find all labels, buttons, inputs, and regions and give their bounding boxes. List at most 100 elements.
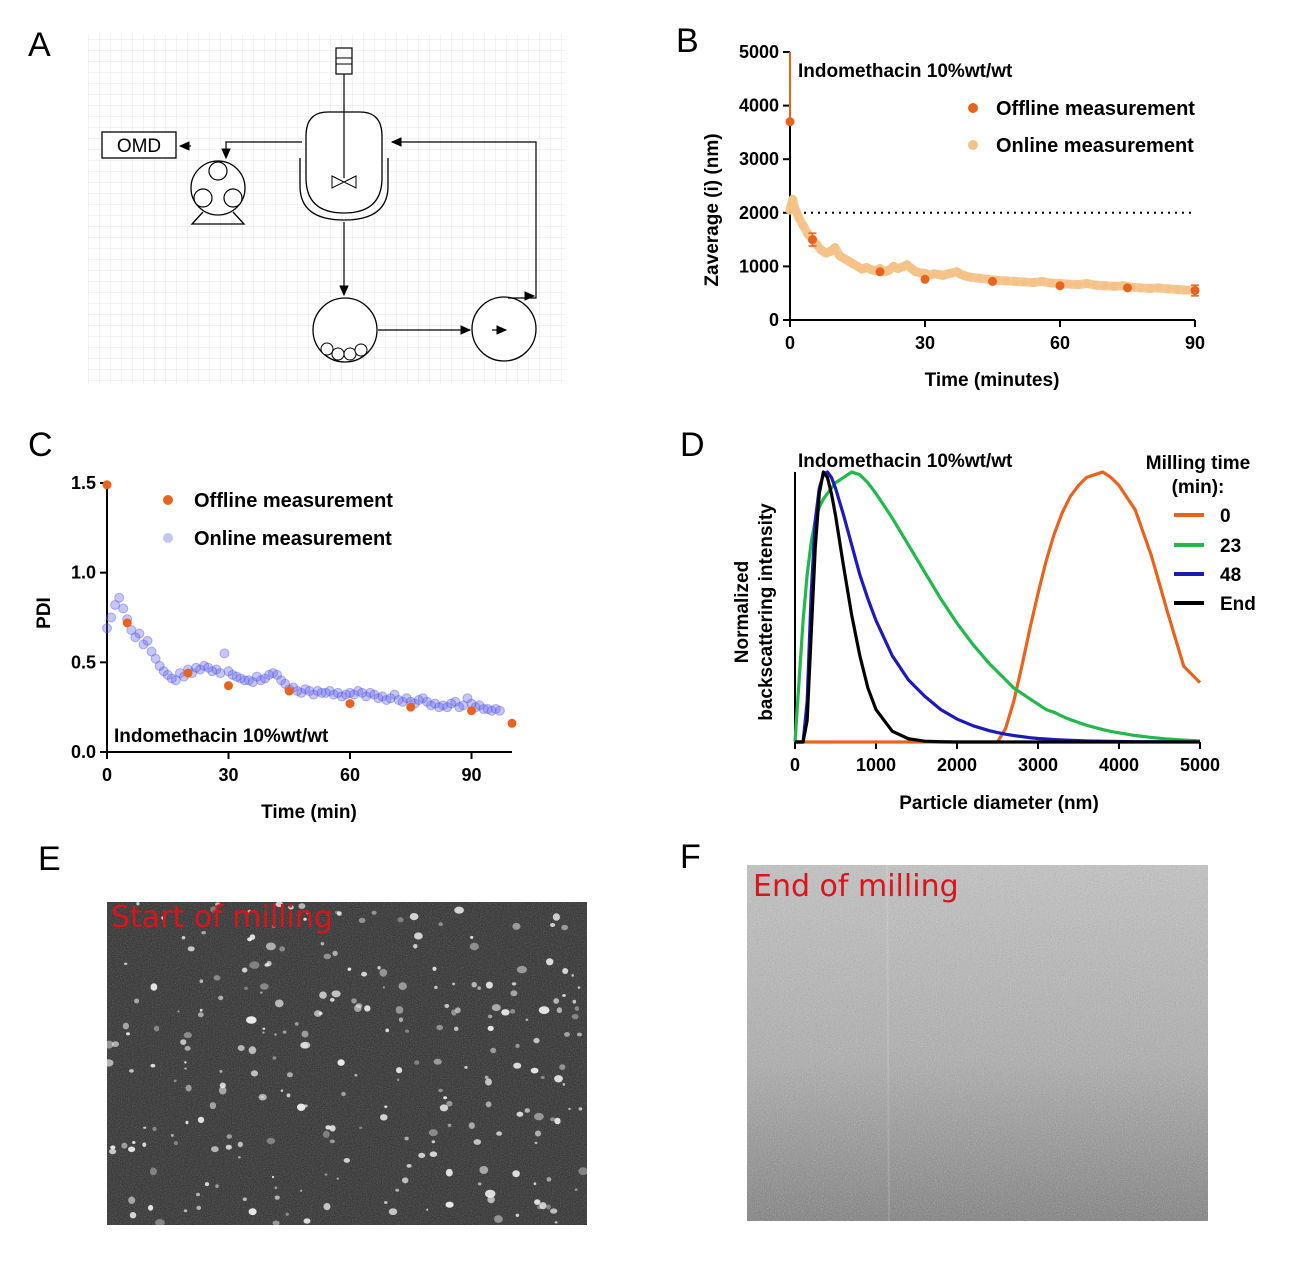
chart-c-offline-point <box>183 668 193 678</box>
particle-dot <box>294 1022 299 1026</box>
particle-dot <box>150 983 158 991</box>
chart-b-online-point <box>1091 280 1101 290</box>
particle-dot <box>134 998 140 1004</box>
chart-c-offline-point <box>406 702 416 712</box>
panel-letter-d: D <box>680 426 705 464</box>
particle-dot <box>553 998 560 1004</box>
particle-dot <box>511 982 517 986</box>
chart-b-online-point <box>788 194 798 204</box>
chart-b-ylabel: Zaverage (i) (nm) <box>702 133 723 286</box>
chart-c-online-point <box>454 702 465 713</box>
particle-dot <box>265 942 276 951</box>
chart-d-legend-end: End <box>1220 594 1256 615</box>
chart-c-legend-offline: Offline measurement <box>194 490 393 512</box>
chart-c-y-tick-label: 0.0 <box>71 742 96 762</box>
omd-box <box>101 131 177 159</box>
particle-dot <box>196 1205 202 1210</box>
chart-c-online-point <box>138 639 149 650</box>
chart-d-x-tick-label: 1000 <box>856 755 896 775</box>
particle-dot <box>262 1027 266 1030</box>
chart-c-online-point <box>328 689 339 700</box>
chart-c-online-point <box>191 662 202 673</box>
particle-dot <box>436 1024 444 1031</box>
chart-b-online-point <box>830 243 840 253</box>
particle-dot <box>199 979 204 984</box>
particle-dot <box>445 1168 453 1177</box>
chart-b-legend-offline-marker <box>968 103 978 113</box>
chart-c-online-point <box>377 691 388 702</box>
chart-c-ylabel: PDI <box>34 597 55 629</box>
particle-dot <box>471 981 477 988</box>
particle-dot <box>288 905 294 910</box>
particle-dot <box>358 917 366 924</box>
particle-dot <box>562 1083 566 1086</box>
particle-dot <box>388 1208 398 1216</box>
chart-c-online-point <box>308 689 319 700</box>
chart-c-online-point <box>251 671 262 682</box>
chart-c-xlabel: Time (min) <box>261 802 357 823</box>
particle-dot <box>398 1017 404 1023</box>
chart-c-online-point <box>316 687 327 698</box>
particle-dot <box>303 1104 308 1108</box>
particle-dot <box>477 986 482 990</box>
chart-c-online-point <box>490 703 501 714</box>
particle-dot <box>336 1177 339 1180</box>
chart-c-offline-point <box>224 681 233 691</box>
chart-c-y-tick-label: 0.5 <box>71 652 96 672</box>
microscopy-image-end: End of milling <box>747 865 1208 1221</box>
chart-c-legend: Offline measurement Online measurement <box>163 490 393 550</box>
particle-dot <box>414 932 423 940</box>
particle-dot <box>331 990 341 998</box>
particle-dot <box>142 1142 147 1147</box>
chart-c-legend-online: Online measurement <box>194 528 392 550</box>
particle-dot <box>272 1056 277 1060</box>
chart-b-online-point <box>1100 281 1110 291</box>
particle-dot <box>354 1073 358 1077</box>
particle-dot <box>185 1084 192 1092</box>
chart-c-online-point <box>458 700 469 711</box>
particle-dot <box>181 936 186 940</box>
particle-dot <box>211 1146 219 1153</box>
panel-letter-f: F <box>680 838 701 876</box>
chart-c-online-point <box>134 628 145 639</box>
chart-b-offline-point <box>920 274 930 284</box>
particle-dot <box>306 912 310 915</box>
chart-c-online-point <box>255 675 266 686</box>
particle-dot <box>494 1215 503 1223</box>
particle-dot <box>396 1067 403 1074</box>
particle-dot <box>199 1008 203 1012</box>
chart-b-offline-point <box>875 267 885 277</box>
particle-dot <box>434 985 438 990</box>
particle-dot <box>185 1120 189 1125</box>
chart-b-legend-offline: Offline measurement <box>996 98 1195 120</box>
particle-dot <box>470 935 474 939</box>
chart-b-offline-point <box>808 235 817 245</box>
particle-dot <box>249 961 260 969</box>
particle-dot <box>445 1201 454 1208</box>
particle-dot <box>323 953 332 960</box>
particle-dot <box>301 1030 309 1038</box>
chart-c-online-point <box>434 702 445 713</box>
particle-dot <box>303 1218 311 1224</box>
particle-dot <box>247 909 251 913</box>
particle-dot <box>533 1037 540 1044</box>
particle-dot <box>550 923 556 927</box>
stirred-vessel-icon <box>299 47 389 221</box>
particle-dot <box>332 950 338 957</box>
particle-dot <box>485 1078 492 1086</box>
omd-label: OMD <box>117 136 161 157</box>
particle-dot <box>266 960 272 967</box>
particle-dot <box>413 944 418 949</box>
particle-dot <box>329 1125 336 1132</box>
chart-c-offline-point <box>122 618 132 628</box>
particle-dot <box>187 946 195 952</box>
particle-dot <box>510 1009 516 1014</box>
chart-c-online-point <box>336 691 347 702</box>
particle-dot <box>334 910 340 915</box>
particle-dot <box>534 1199 541 1205</box>
particle-dot <box>129 1212 137 1219</box>
chart-c-online-point <box>304 686 315 697</box>
particle-dot <box>259 983 269 990</box>
particle-dot <box>468 1122 475 1129</box>
particle-dot <box>213 975 221 981</box>
